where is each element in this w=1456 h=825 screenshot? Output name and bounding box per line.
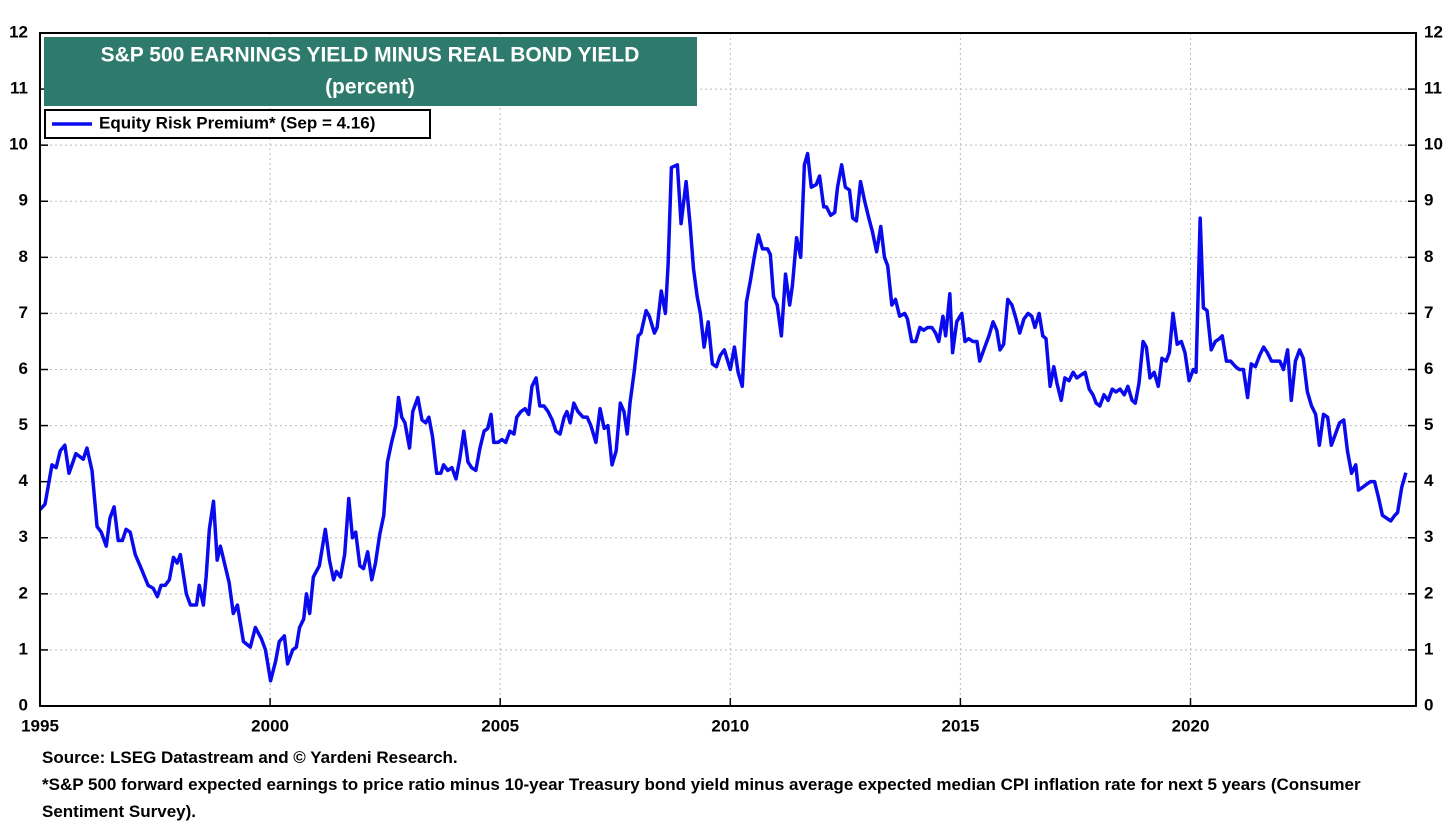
- chart-title: S&P 500 EARNINGS YIELD MINUS REAL BOND Y…: [101, 44, 640, 67]
- y-tick-label: 2: [19, 583, 28, 602]
- y2-tick-label: 9: [1424, 191, 1433, 210]
- y-tick-label: 9: [19, 191, 28, 210]
- y-tick-label: 11: [10, 79, 28, 98]
- source-note: Source: LSEG Datastream and © Yardeni Re…: [42, 748, 458, 767]
- y2-tick-label: 3: [1424, 527, 1433, 546]
- footnote: *S&P 500 forward expected earnings to pr…: [42, 775, 1361, 821]
- y-tick-label: 10: [9, 135, 28, 154]
- chart-subtitle: (percent): [325, 76, 415, 99]
- y-tick-label: 1: [19, 639, 28, 658]
- legend-box: [44, 109, 431, 139]
- y-tick-label: 12: [9, 22, 28, 41]
- chart: S&P 500 EARNINGS YIELD MINUS REAL BOND Y…: [9, 22, 1443, 735]
- y-tick-label: 7: [19, 303, 28, 322]
- y2-tick-label: 2: [1424, 583, 1433, 602]
- y2-tick-label: 10: [1424, 135, 1443, 154]
- x-tick-label: 2005: [481, 716, 519, 735]
- title-box: [44, 37, 697, 106]
- notes: Source: LSEG Datastream and © Yardeni Re…: [42, 744, 1377, 825]
- y2-tick-label: 5: [1424, 415, 1433, 434]
- y2-tick-label: 6: [1424, 359, 1433, 378]
- y-tick-label: 4: [19, 471, 29, 490]
- y2-tick-label: 1: [1424, 639, 1433, 658]
- y2-tick-label: 7: [1424, 303, 1433, 322]
- y-tick-label: 0: [19, 695, 28, 714]
- plot-frame: [39, 32, 1417, 707]
- y2-tick-label: 4: [1424, 471, 1434, 490]
- series-line: [38, 151, 1408, 683]
- x-tick-label: 2020: [1172, 716, 1210, 735]
- x-tick-label: 1995: [21, 716, 59, 735]
- x-tick-label: 2010: [711, 716, 749, 735]
- legend-label: Equity Risk Premium* (Sep = 4.16): [99, 113, 375, 132]
- y-tick-label: 3: [19, 527, 28, 546]
- y2-tick-label: 0: [1424, 695, 1433, 714]
- y-tick-label: 6: [19, 359, 28, 378]
- y2-tick-label: 11: [1424, 79, 1442, 98]
- x-tick-label: 2000: [251, 716, 289, 735]
- x-tick-label: 2015: [941, 716, 979, 735]
- plot: [38, 151, 1408, 683]
- y-tick-label: 5: [19, 415, 28, 434]
- y-tick-label: 8: [19, 247, 28, 266]
- y2-tick-label: 8: [1424, 247, 1433, 266]
- y2-tick-label: 12: [1424, 22, 1443, 41]
